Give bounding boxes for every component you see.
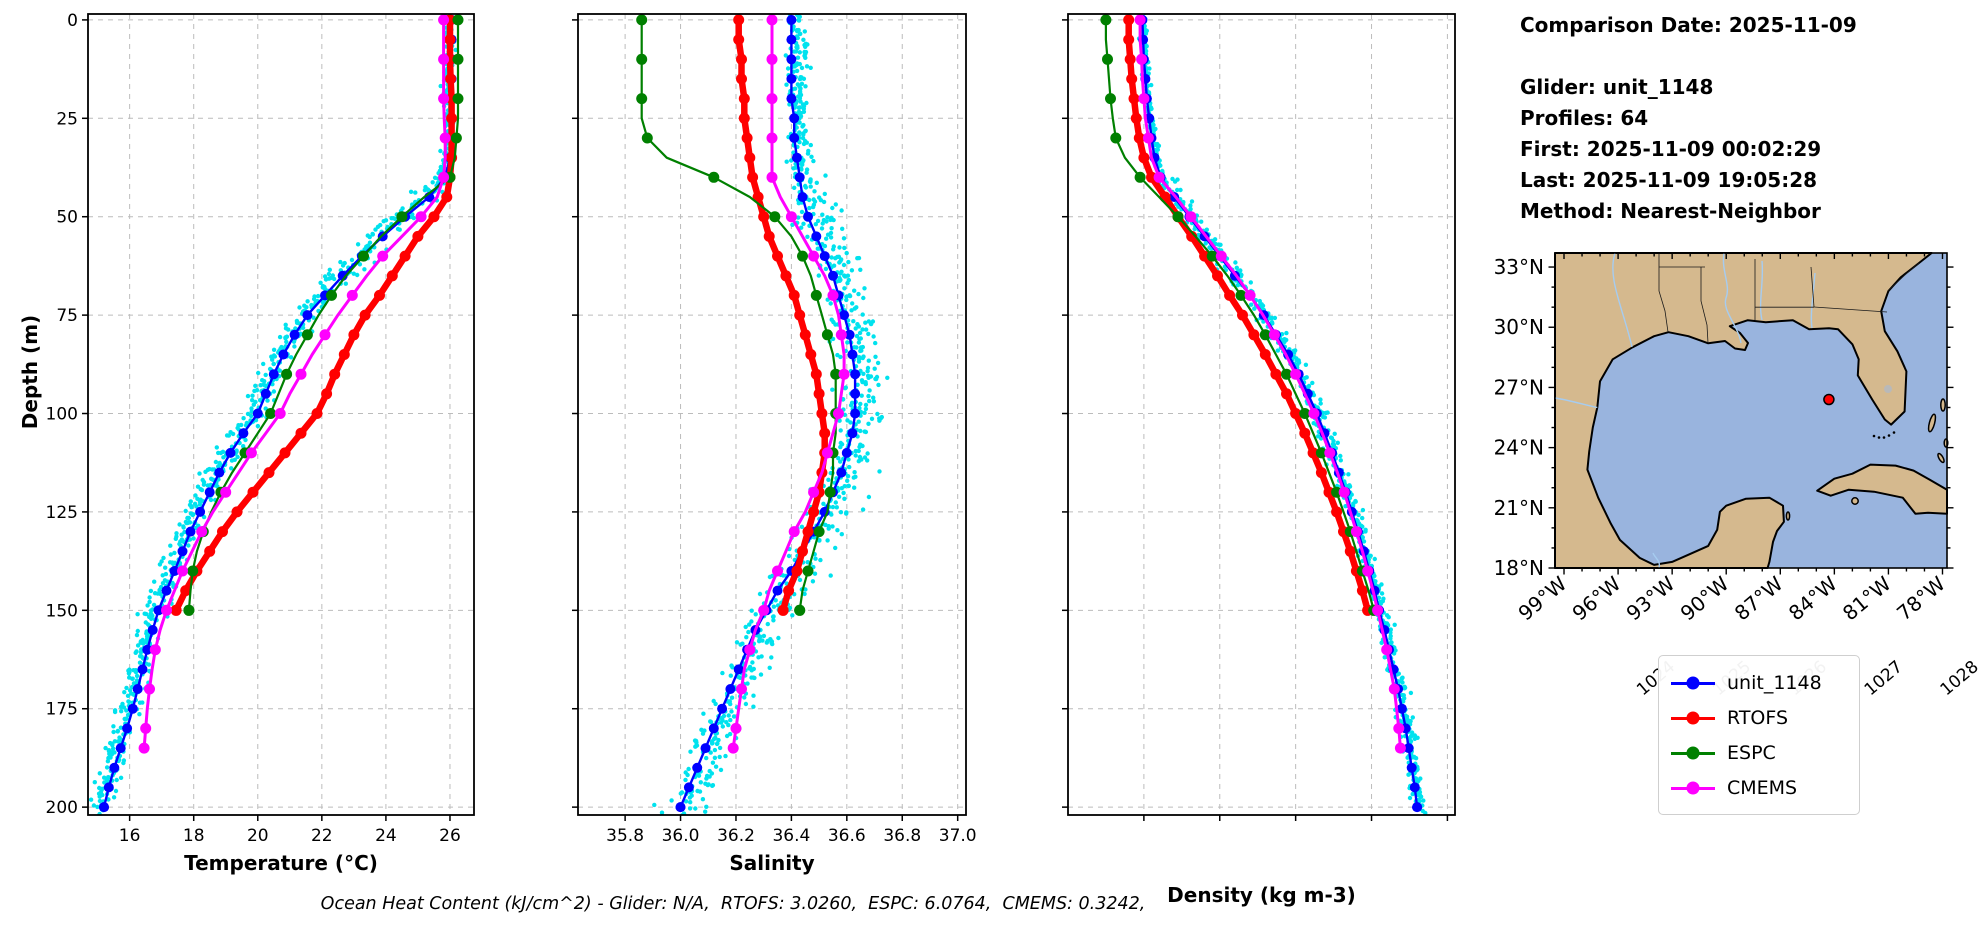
series-ESPC-temperature: [183, 14, 464, 616]
legend: unit_1148 RTOFS ESPC CMEMS: [1658, 655, 1860, 815]
panel-salinity: 35.8 36.0 36.2 36.4 36.6 36.8 37.0 Salinity: [572, 13, 977, 875]
svg-text:37.0: 37.0: [939, 826, 977, 846]
legend-label-cmems: CMEMS: [1727, 776, 1798, 799]
legend-label-glider: unit_1148: [1727, 671, 1822, 694]
map-land: [1554, 252, 1948, 569]
legend-label-rtofs: RTOFS: [1727, 706, 1789, 729]
map-lon-labels: 99°W96°W93°W90°W87°W84°W81°W78°W: [1513, 571, 1949, 625]
svg-text:24°N: 24°N: [1494, 436, 1544, 460]
svg-text:75: 75: [56, 306, 78, 326]
svg-text:96°W: 96°W: [1568, 571, 1626, 625]
svg-text:150: 150: [46, 601, 78, 621]
svg-text:30°N: 30°N: [1494, 315, 1544, 339]
series-ESPC-density: [1100, 14, 1380, 616]
svg-text:18: 18: [183, 826, 205, 846]
map-islands: [1785, 398, 1949, 521]
svg-text:36.0: 36.0: [662, 826, 700, 846]
glider-scatter-salinity: [652, 14, 890, 815]
legend-marker-espc: [1671, 746, 1715, 760]
svg-text:26: 26: [439, 826, 461, 846]
panel-temperature: 16 18 20 22 24 26 0 25 50 75 100 125 150 175 200 Temper…: [46, 11, 475, 875]
map-state-borders: [1658, 253, 1920, 344]
map-rivers: [1554, 252, 1816, 569]
profiles-line: Profiles: 64: [1520, 106, 1649, 130]
panel-density: 10241025102610271028Density (kg m-3): [1062, 13, 1983, 907]
svg-text:36.4: 36.4: [772, 826, 810, 846]
legend-label-espc: ESPC: [1727, 741, 1776, 764]
map-lat-labels: 33°N 30°N 27°N 24°N 21°N 18°N: [1494, 255, 1544, 580]
svg-text:25: 25: [56, 109, 78, 129]
legend-item-cmems: CMEMS: [1671, 770, 1847, 805]
info-spacer-line: [1520, 41, 1857, 72]
legend-item-glider: unit_1148: [1671, 665, 1847, 700]
svg-text:18°N: 18°N: [1494, 556, 1544, 580]
series-CMEMS-density: [1134, 14, 1406, 754]
legend-item-rtofs: RTOFS: [1671, 700, 1847, 735]
method-line: Method: Nearest-Neighbor: [1520, 199, 1821, 223]
legend-item-espc: ESPC: [1671, 735, 1847, 770]
svg-text:24: 24: [375, 826, 397, 846]
svg-text:20: 20: [247, 826, 269, 846]
glider-scatter-density: [1136, 14, 1428, 815]
glider-position-dot: [1823, 393, 1835, 406]
depth-axis-label: Depth (m): [18, 314, 42, 430]
info-panel: Comparison Date: 2025-11-09 Glider: unit…: [1520, 10, 1857, 227]
series-CMEMS-salinity: [727, 14, 850, 754]
svg-text:87°W: 87°W: [1730, 571, 1788, 625]
xtick-labels-salinity: 35.8 36.0 36.2 36.4 36.6 36.8 37.0: [606, 826, 976, 846]
xlabel-temperature: Temperature (°C): [184, 851, 378, 875]
svg-text:50: 50: [56, 208, 78, 228]
series-RTOFS-salinity: [733, 14, 831, 616]
last-profile-line: Last: 2025-11-09 19:05:28: [1520, 168, 1818, 192]
series-RTOFS-temperature: [170, 14, 458, 616]
svg-text:35.8: 35.8: [606, 826, 644, 846]
series-CMEMS-temperature: [138, 14, 451, 754]
svg-text:175: 175: [46, 700, 78, 720]
svg-text:200: 200: [46, 798, 78, 818]
map-florida-keys: [1872, 431, 1896, 439]
legend-marker-rtofs: [1671, 711, 1715, 725]
map-ticks: [1548, 253, 1954, 575]
svg-text:1027: 1027: [1861, 657, 1907, 700]
legend-marker-cmems: [1671, 781, 1715, 795]
xlabel-salinity: Salinity: [729, 851, 814, 875]
svg-text:78°W: 78°W: [1892, 571, 1950, 625]
xtick-labels-temperature: 16 18 20 22 24 26: [119, 826, 461, 846]
svg-text:81°W: 81°W: [1838, 571, 1896, 625]
svg-text:0: 0: [67, 11, 78, 31]
depth-tick-labels: 0 25 50 75 100 125 150 175 200: [46, 11, 78, 818]
ohc-annotation: Ocean Heat Content (kJ/cm^2) - Glider: N…: [320, 894, 1146, 914]
svg-text:100: 100: [46, 405, 78, 425]
series-RTOFS-density: [1123, 14, 1374, 616]
svg-text:36.8: 36.8: [883, 826, 921, 846]
svg-text:36.6: 36.6: [828, 826, 866, 846]
gulf-of-mexico-map: 33°N 30°N 27°N 24°N 21°N 18°N99°W96°W93°W90°W…: [1494, 252, 1954, 625]
svg-text:84°W: 84°W: [1784, 571, 1842, 625]
svg-text:16: 16: [119, 826, 141, 846]
map-lake-okeechobee: [1884, 385, 1892, 393]
legend-marker-glider: [1671, 676, 1715, 690]
comparison-date-line: Comparison Date: 2025-11-09: [1520, 13, 1857, 37]
svg-text:33°N: 33°N: [1494, 255, 1544, 279]
svg-text:90°W: 90°W: [1676, 571, 1734, 625]
svg-text:93°W: 93°W: [1622, 571, 1680, 625]
first-profile-line: First: 2025-11-09 00:02:29: [1520, 137, 1822, 161]
xlabel-density: Density (kg m-3): [1167, 883, 1356, 907]
svg-text:27°N: 27°N: [1494, 375, 1544, 399]
svg-text:22: 22: [311, 826, 333, 846]
svg-text:36.2: 36.2: [717, 826, 755, 846]
glider-line: Glider: unit_1148: [1520, 75, 1714, 99]
svg-text:21°N: 21°N: [1494, 496, 1544, 520]
svg-text:125: 125: [46, 503, 78, 523]
svg-text:1028: 1028: [1937, 657, 1983, 700]
